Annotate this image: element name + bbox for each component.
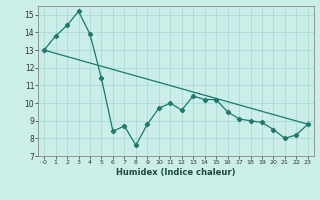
- X-axis label: Humidex (Indice chaleur): Humidex (Indice chaleur): [116, 168, 236, 177]
